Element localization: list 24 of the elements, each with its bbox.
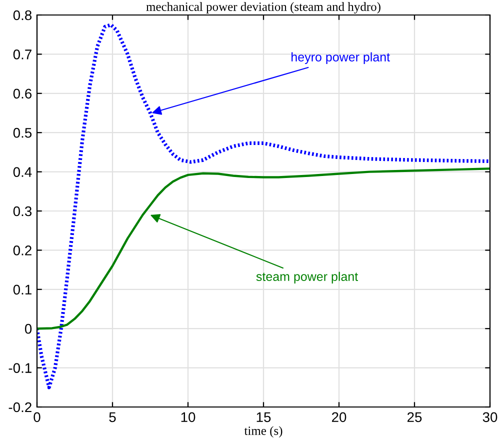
- x-tick-label: 0: [34, 412, 40, 422]
- annotation: steam power plant: [256, 272, 358, 284]
- annotation: heyro power plant: [292, 52, 390, 64]
- y-tick-label: -0.2: [8, 402, 32, 412]
- y-tick-label: 0.2: [13, 246, 32, 256]
- y-tick-label: 0.3: [13, 206, 32, 216]
- y-tick-label: 0.6: [13, 88, 32, 99]
- y-tick-label: 0: [24, 324, 32, 334]
- x-tick-label: 10: [181, 412, 196, 422]
- chart-title: mechanical power deviation (steam and hydro): [146, 2, 380, 14]
- x-axis-title: time (s): [244, 426, 282, 438]
- line-series: [37, 168, 490, 330]
- y-tick-label: 0.7: [13, 50, 32, 60]
- x-tick-label: 20: [332, 412, 346, 422]
- y-tick-label: 0.5: [13, 128, 32, 138]
- x-tick-label: 30: [482, 412, 498, 422]
- x-tick-label: 15: [256, 412, 271, 422]
- y-tick-label: 0.8: [13, 10, 32, 20]
- y-tick-label: 0.4: [13, 167, 32, 177]
- line-series: [37, 22, 490, 390]
- y-tick-label: -0.1: [8, 363, 32, 373]
- x-tick-label: 5: [109, 412, 116, 422]
- y-tick-label: 0.1: [13, 284, 32, 295]
- x-tick-label: 25: [407, 412, 422, 422]
